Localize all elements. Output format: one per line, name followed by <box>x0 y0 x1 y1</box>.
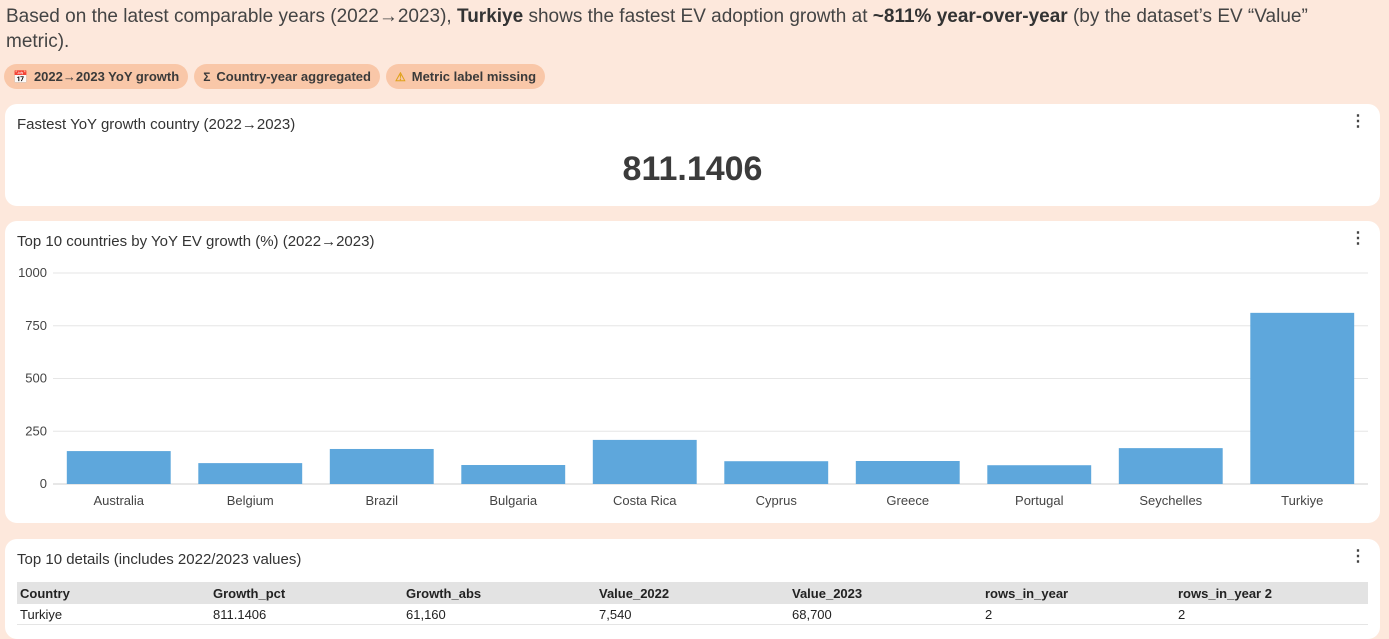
more-options-icon[interactable]: ⋮ <box>1350 113 1366 130</box>
chart-card: Top 10 countries by YoY EV growth (%) (2… <box>5 221 1380 523</box>
x-tick-label: Greece <box>886 493 929 508</box>
column-header[interactable]: rows_in_year <box>982 582 1175 604</box>
headline-growth: ~811% year-over-year <box>872 6 1068 27</box>
chip-yoy-growth[interactable]: 📅 2022→2023 YoY growth <box>4 64 189 89</box>
y-tick-label: 1000 <box>18 265 47 280</box>
kpi-card-title: Fastest YoY growth country (2022→2023) <box>17 116 296 133</box>
column-header[interactable]: rows_in_year 2 <box>1175 582 1368 604</box>
column-header[interactable]: Value_2022 <box>596 582 789 604</box>
headline-pre: Based on the latest comparable years (20… <box>6 6 457 27</box>
bar-bulgaria[interactable] <box>461 465 566 484</box>
more-options-icon[interactable]: ⋮ <box>1350 548 1366 565</box>
x-tick-label: Cyprus <box>756 493 798 508</box>
y-tick-label: 500 <box>25 371 47 386</box>
chip-label: Metric label missing <box>411 69 537 84</box>
table-card-title: Top 10 details (includes 2022/2023 value… <box>17 551 302 568</box>
chart-card-title: Top 10 countries by YoY EV growth (%) (2… <box>17 233 375 250</box>
bar-portugal[interactable] <box>987 465 1092 484</box>
bar-belgium[interactable] <box>198 463 303 484</box>
x-tick-label: Turkiye <box>1281 493 1323 508</box>
x-tick-label: Seychelles <box>1139 493 1202 508</box>
calendar-icon: 📅 <box>13 69 28 84</box>
bar-greece[interactable] <box>855 461 960 484</box>
headline-post: (by the dataset’s EV “Value” metric). <box>6 6 1308 52</box>
x-tick-label: Costa Rica <box>613 493 677 508</box>
chip-label: 2022→2023 YoY growth <box>33 69 180 84</box>
chip-country-year[interactable]: Σ Country-year aggregated <box>194 64 380 89</box>
bar-costa-rica[interactable] <box>592 439 697 484</box>
table-cell: 7,540 <box>596 604 789 625</box>
chip-label: Country-year aggregated <box>216 69 371 84</box>
table-header-row: Country Growth_pct Growth_abs Value_2022… <box>17 582 1368 604</box>
table-cell: 2 <box>1175 604 1368 625</box>
sigma-icon: Σ <box>203 69 211 84</box>
kpi-value: 811.1406 <box>622 150 763 188</box>
y-tick-label: 0 <box>40 476 47 491</box>
column-header[interactable]: Growth_pct <box>210 582 403 604</box>
x-tick-label: Bulgaria <box>489 493 537 508</box>
warning-icon: ⚠ <box>394 69 406 84</box>
bar-brazil[interactable] <box>329 448 434 484</box>
x-tick-label: Brazil <box>365 493 398 508</box>
table-card: Top 10 details (includes 2022/2023 value… <box>5 539 1380 639</box>
table-cell: 2 <box>982 604 1175 625</box>
bar-chart: 0 250 500 750 1000 Australia Belgium Brazil Bulg… <box>18 265 1368 508</box>
headline-country: Turkiye <box>457 6 524 27</box>
table-cell: 68,700 <box>789 604 982 625</box>
table-cell: Turkiye <box>17 604 210 625</box>
table-cell: 811.1406 <box>210 604 403 625</box>
table-row: Turkiye 811.1406 61,160 7,540 68,700 2 2 <box>17 604 1368 625</box>
headline: Based on the latest comparable years (20… <box>6 4 1376 54</box>
y-tick-label: 250 <box>25 423 47 438</box>
column-header[interactable]: Growth_abs <box>403 582 596 604</box>
headline-mid: shows the fastest EV adoption growth at <box>523 6 873 27</box>
y-tick-label: 750 <box>25 318 47 333</box>
kpi-card: Fastest YoY growth country (2022→2023) ⋮… <box>5 104 1380 206</box>
chip-metric-label[interactable]: ⚠ Metric label missing <box>385 64 546 89</box>
bar-seychelles[interactable] <box>1118 448 1223 484</box>
more-options-icon[interactable]: ⋮ <box>1350 230 1366 247</box>
chip-row: 📅 2022→2023 YoY growth Σ Country-year ag… <box>4 64 546 89</box>
details-table: Country Growth_pct Growth_abs Value_2022… <box>17 582 1368 625</box>
x-tick-label: Belgium <box>227 493 274 508</box>
column-header[interactable]: Country <box>17 582 210 604</box>
bar-cyprus[interactable] <box>724 461 829 484</box>
bar-turkiye[interactable] <box>1250 312 1355 484</box>
x-tick-label: Australia <box>93 493 144 508</box>
table-cell: 61,160 <box>403 604 596 625</box>
bar-australia[interactable] <box>66 451 171 484</box>
x-tick-label: Portugal <box>1015 493 1064 508</box>
column-header[interactable]: Value_2023 <box>789 582 982 604</box>
